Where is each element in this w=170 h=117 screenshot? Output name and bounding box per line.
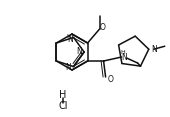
Text: Cl: Cl: [58, 101, 68, 111]
Text: N: N: [66, 63, 71, 72]
Text: O: O: [100, 22, 106, 31]
Text: N: N: [122, 53, 128, 62]
Text: O: O: [108, 75, 114, 84]
Text: N: N: [67, 35, 73, 44]
Text: H: H: [66, 34, 71, 39]
Text: N: N: [151, 45, 157, 54]
Text: H: H: [120, 49, 125, 55]
Text: N: N: [76, 48, 82, 57]
Text: H: H: [59, 90, 67, 100]
